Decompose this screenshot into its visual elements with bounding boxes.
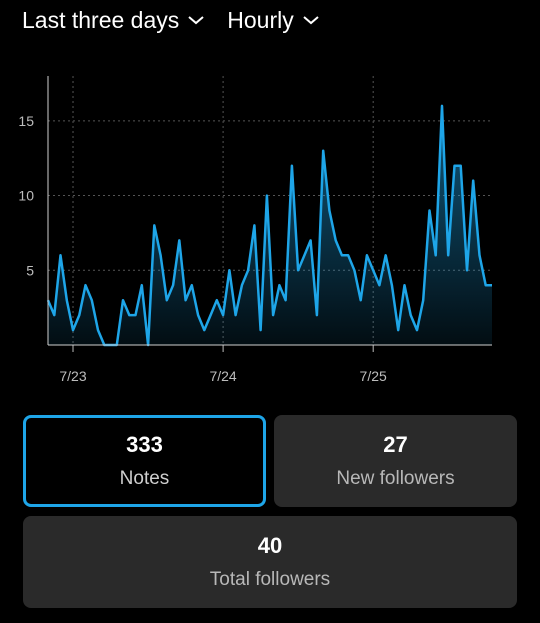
chevron-down-icon [303,16,319,25]
new-followers-card[interactable]: 27 New followers [274,415,517,507]
total-followers-card[interactable]: 40 Total followers [23,516,517,608]
interval-dropdown[interactable]: Hourly [227,7,319,34]
notes-label: Notes [119,468,170,489]
series-line [46,104,492,347]
y-tick-label: 10 [18,188,34,204]
notes-card[interactable]: 333 Notes [23,415,266,507]
notes-count: 333 [126,432,163,457]
y-tick-label: 5 [26,262,34,278]
new-followers-label: New followers [336,468,455,489]
time-range-label: Last three days [22,6,180,33]
interval-label: Hourly [227,6,294,33]
total-followers-count: 40 [257,533,283,558]
y-tick-label: 15 [18,113,34,129]
filter-bar: Last three days Hourly [22,4,342,36]
time-range-dropdown[interactable]: Last three days [22,7,205,34]
total-followers-label: Total followers [209,569,331,590]
x-tick-label: 7/23 [59,368,86,384]
new-followers-count: 27 [383,432,408,457]
x-tick-label: 7/24 [209,368,236,384]
x-tick-label: 7/25 [360,368,387,384]
series-area [48,105,492,346]
activity-chart: 5 10 15 7/23 7/24 7/25 [18,76,492,384]
chevron-down-icon [188,16,204,25]
